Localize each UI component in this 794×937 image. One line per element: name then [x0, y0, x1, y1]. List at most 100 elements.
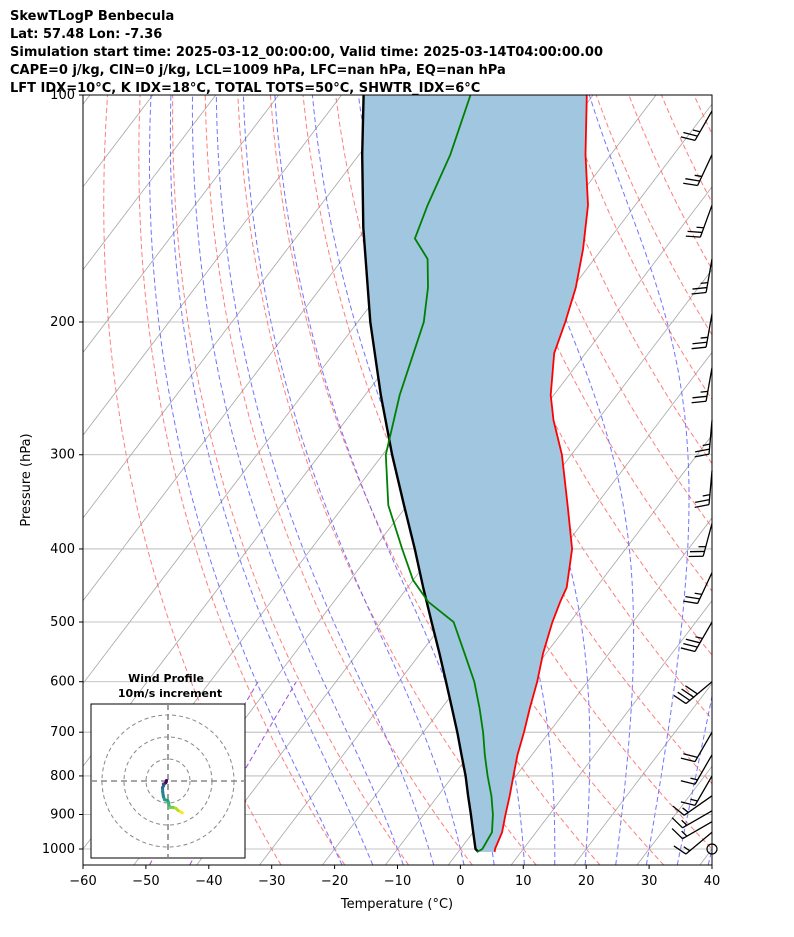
wind-barb-half-flag [690, 777, 698, 781]
isotherm-line [83, 95, 342, 436]
wind-barb-staff [682, 810, 713, 829]
simulation-times: Simulation start time: 2025-03-12_00:00:… [10, 45, 603, 60]
y-tick-label: 300 [50, 448, 75, 463]
wind-barb-flag [685, 638, 701, 644]
wind-barb [683, 572, 713, 605]
y-tick-label: 600 [50, 675, 75, 690]
dry-adiabat-line [335, 95, 712, 850]
wind-barb [671, 821, 713, 840]
wind-barb [694, 470, 713, 508]
x-tick-label: −10 [384, 874, 411, 889]
moist-adiabat-line [149, 95, 343, 865]
isotherm-line [83, 95, 279, 354]
y-tick-label: 200 [50, 315, 75, 330]
wind-barb-staff [685, 681, 713, 705]
dry-adiabat-line [759, 95, 794, 865]
wind-barb-staff [694, 110, 713, 141]
moist-adiabat-line [191, 95, 404, 865]
temperature-profile-line [493, 95, 589, 852]
wind-barb-flag [691, 346, 707, 350]
wind-barb-flag [685, 235, 701, 238]
y-tick-label: 500 [50, 615, 75, 630]
wind-barb-flag [680, 647, 696, 653]
wind-barb-staff [682, 821, 713, 840]
wind-barb-staff [702, 523, 713, 557]
wind-barb-flag [692, 395, 708, 399]
wind-barb-half-flag [702, 493, 711, 497]
x-tick-label: −30 [258, 874, 285, 889]
isotherm-line [83, 95, 217, 271]
wind-barb-half-flag [690, 798, 698, 802]
moist-adiabat-line [588, 95, 690, 865]
wind-barb-flag [680, 801, 696, 807]
moist-adiabat-line [169, 95, 374, 865]
dewpoint-profile-line [384, 95, 494, 853]
moist-adiabat-line [707, 846, 712, 865]
wind-barb-staff [683, 795, 713, 816]
wind-barb [673, 831, 713, 855]
wind-barb-flag [673, 694, 687, 705]
hodograph-title: Wind Profile [128, 672, 204, 685]
dry-adiabat-line [138, 95, 346, 865]
wind-barb-half-flag [700, 390, 708, 393]
isotherm-line [83, 95, 405, 519]
wind-barb-staff [705, 258, 713, 293]
y-tick-label: 400 [50, 542, 75, 557]
wind-barb-flag [673, 845, 687, 855]
hodograph-ring [145, 758, 191, 804]
wind-barb-half-flag [700, 281, 708, 285]
wind-barb-flag [685, 685, 698, 695]
wind-barb-flag [677, 691, 691, 701]
x-tick-label: 40 [704, 874, 721, 889]
moist-adiabat-line [676, 693, 712, 865]
dry-adiabat-line [465, 95, 712, 592]
y-tick-label: 700 [50, 725, 75, 740]
wind-barb [673, 681, 713, 705]
wind-barb-half-flag [694, 174, 702, 178]
wind-barb-staff [699, 204, 713, 238]
wind-barb-staff [694, 621, 713, 652]
wind-barb-flag [680, 757, 696, 763]
wind-barb [688, 523, 713, 558]
x-tick-label: 30 [641, 874, 658, 889]
wind-barb-half-flag [681, 830, 688, 837]
wind-barb [680, 110, 713, 142]
wind-barb-staff [694, 754, 713, 785]
wind-barb-flag [671, 817, 684, 829]
wind-barb-flag [694, 453, 710, 458]
wind-profile-hodograph: Wind Profile 10m/s increment [90, 672, 246, 859]
wind-barb-staff [697, 572, 713, 604]
wind-barb [691, 367, 713, 404]
wind-barb [685, 204, 713, 238]
wind-barb [680, 775, 713, 807]
wind-barb-staff [697, 154, 713, 186]
isotherm-line [699, 848, 712, 865]
wind-barb [694, 420, 713, 458]
dry-adiabat-line [660, 95, 712, 204]
wind-barb-staff [685, 831, 713, 855]
wind-barb [680, 731, 713, 763]
wind-barb-flag [683, 131, 698, 137]
x-tick-label: 10 [515, 874, 532, 889]
wind-barb-flag [695, 448, 710, 453]
moist-adiabat-line [739, 95, 794, 865]
parcel-profile-line [360, 95, 480, 853]
wind-barb [672, 795, 713, 816]
wind-barb-flag [685, 595, 700, 600]
y-tick-label: 100 [50, 88, 75, 103]
wind-barb-flag [683, 182, 698, 187]
chart-title: SkewTLogP Benbecula [10, 9, 175, 24]
dry-adiabat-line [727, 95, 794, 865]
x-tick-label: 20 [578, 874, 595, 889]
wind-barb-half-flag [694, 592, 702, 596]
wind-barb-flag [680, 780, 696, 785]
wind-barb-flag [685, 178, 700, 182]
dry-adiabat-line [595, 95, 712, 336]
isotherm-line [83, 95, 91, 105]
isotherm-line [322, 351, 712, 865]
hodograph-subtitle: 10m/s increment [118, 687, 222, 700]
isotherm-line [636, 765, 712, 865]
chart-header: SkewTLogP Benbecula Lat: 57.48 Lon: -7.3… [10, 8, 603, 98]
wind-barb-flag [695, 498, 710, 504]
